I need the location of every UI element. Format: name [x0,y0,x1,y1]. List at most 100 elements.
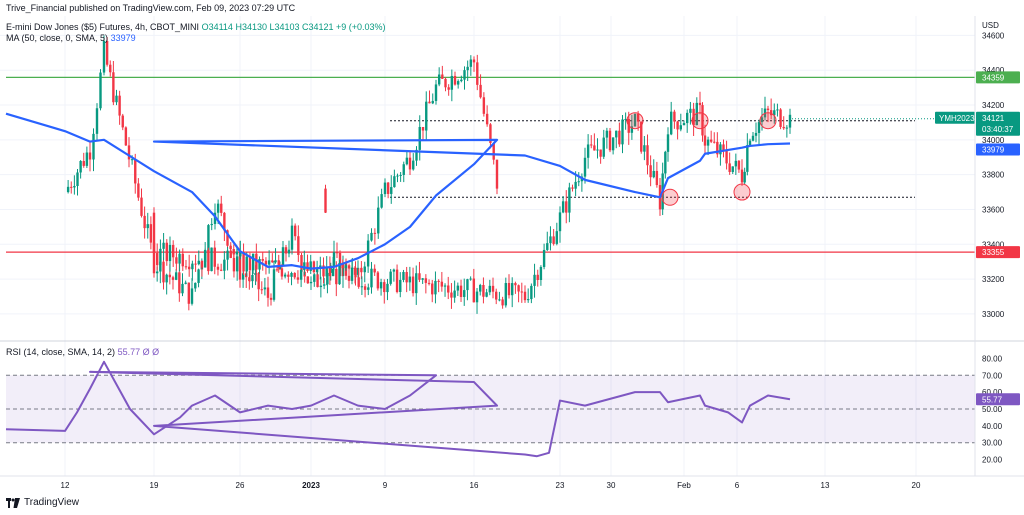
candle-body[interactable] [679,125,682,130]
candle-body[interactable] [692,108,695,126]
candle-body[interactable] [168,244,172,262]
candle-body[interactable] [530,285,533,300]
candle-body[interactable] [155,271,159,274]
candle-body[interactable] [354,267,357,278]
candle-body[interactable] [175,257,178,264]
candle-body[interactable] [485,113,489,125]
candle-body[interactable] [621,119,624,145]
rsi-axis[interactable]: 20.00 30.00 40.00 50.00 60.00 70.00 80.00 [982,354,1003,464]
candle-body[interactable] [514,283,517,286]
candle-body[interactable] [386,182,390,194]
candle-body[interactable] [155,253,159,266]
candle-body[interactable] [709,139,713,142]
candle-body[interactable] [453,75,457,85]
candle-body[interactable] [586,144,590,158]
candle-body[interactable] [184,266,188,268]
candle-body[interactable] [121,115,124,128]
candle-body[interactable] [251,253,255,271]
rsi-line[interactable] [5,360,791,458]
candle-body[interactable] [341,262,344,269]
candle-body[interactable] [565,201,568,213]
candle-body[interactable] [306,262,309,271]
candle-body[interactable] [73,186,76,188]
candle-body[interactable] [788,114,792,128]
candle-body[interactable] [437,280,440,282]
candle-body[interactable] [149,224,153,243]
candle-body[interactable] [220,203,223,213]
candle-body[interactable] [773,110,776,116]
candle-body[interactable] [143,215,146,229]
candle-body[interactable] [287,249,291,254]
candle-body[interactable] [207,225,210,251]
candle-body[interactable] [239,251,242,257]
candle-body[interactable] [517,285,520,292]
candle-body[interactable] [646,145,649,166]
candle-body[interactable] [223,212,226,231]
candle-body[interactable] [152,212,156,254]
candle-body[interactable] [360,286,364,288]
candle-body[interactable] [408,276,412,283]
candle-body[interactable] [95,108,99,134]
candle-body[interactable] [309,261,312,271]
candle-body[interactable] [373,268,376,273]
candle-body[interactable] [393,176,396,188]
candle-body[interactable] [322,284,326,286]
candle-body[interactable] [377,207,380,234]
candle-body[interactable] [184,282,187,284]
candle-body[interactable] [357,277,360,287]
candle-body[interactable] [574,181,577,189]
candle-body[interactable] [351,267,354,269]
candle-body[interactable] [495,291,498,300]
candle-body[interactable] [466,279,469,291]
candle-body[interactable] [746,145,749,172]
candle-body[interactable] [444,78,447,88]
candle-body[interactable] [479,284,482,292]
candle-body[interactable] [447,285,450,293]
candle-body[interactable] [328,267,332,277]
candle-body[interactable] [673,111,676,122]
candle-body[interactable] [313,274,316,282]
candle-body[interactable] [213,247,216,267]
candle-body[interactable] [267,260,271,265]
candle-body[interactable] [459,285,463,297]
candle-body[interactable] [178,272,181,294]
candle-body[interactable] [748,140,752,146]
candle-body[interactable] [766,108,770,111]
candle-body[interactable] [636,113,640,122]
rsi-legend[interactable]: RSI (14, close, SMA, 14, 2) 55.77 Ø Ø [6,347,159,357]
candle-body[interactable] [316,274,319,288]
candle-body[interactable] [460,79,463,82]
candle-body[interactable] [666,134,670,152]
candle-body[interactable] [367,287,370,290]
candle-body[interactable] [293,225,297,237]
candle-body[interactable] [418,126,421,150]
candle-body[interactable] [737,160,741,170]
candle-body[interactable] [356,267,360,275]
candle-body[interactable] [312,261,316,273]
candle-body[interactable] [370,232,373,241]
candle-body[interactable] [686,112,689,124]
candle-body[interactable] [194,263,197,265]
candle-body[interactable] [275,269,279,271]
candle-body[interactable] [558,212,562,232]
candle-body[interactable] [181,283,184,294]
candle-body[interactable] [171,244,175,258]
candle-body[interactable] [191,263,194,270]
candle-body[interactable] [216,266,220,270]
candle-body[interactable] [257,272,260,290]
candle-body[interactable] [335,252,339,254]
candle-body[interactable] [743,171,746,183]
candle-body[interactable] [536,274,539,280]
candle-body[interactable] [171,277,175,280]
candle-body[interactable] [399,174,402,176]
candle-body[interactable] [412,160,415,170]
candle-body[interactable] [85,152,89,166]
candle-body[interactable] [112,72,115,103]
candle-body[interactable] [187,282,191,304]
candle-body[interactable] [162,261,165,283]
candle-body[interactable] [245,256,248,272]
candle-body[interactable] [306,276,310,284]
candle-body[interactable] [523,291,527,301]
candle-body[interactable] [137,183,140,198]
candle-body[interactable] [689,108,692,113]
